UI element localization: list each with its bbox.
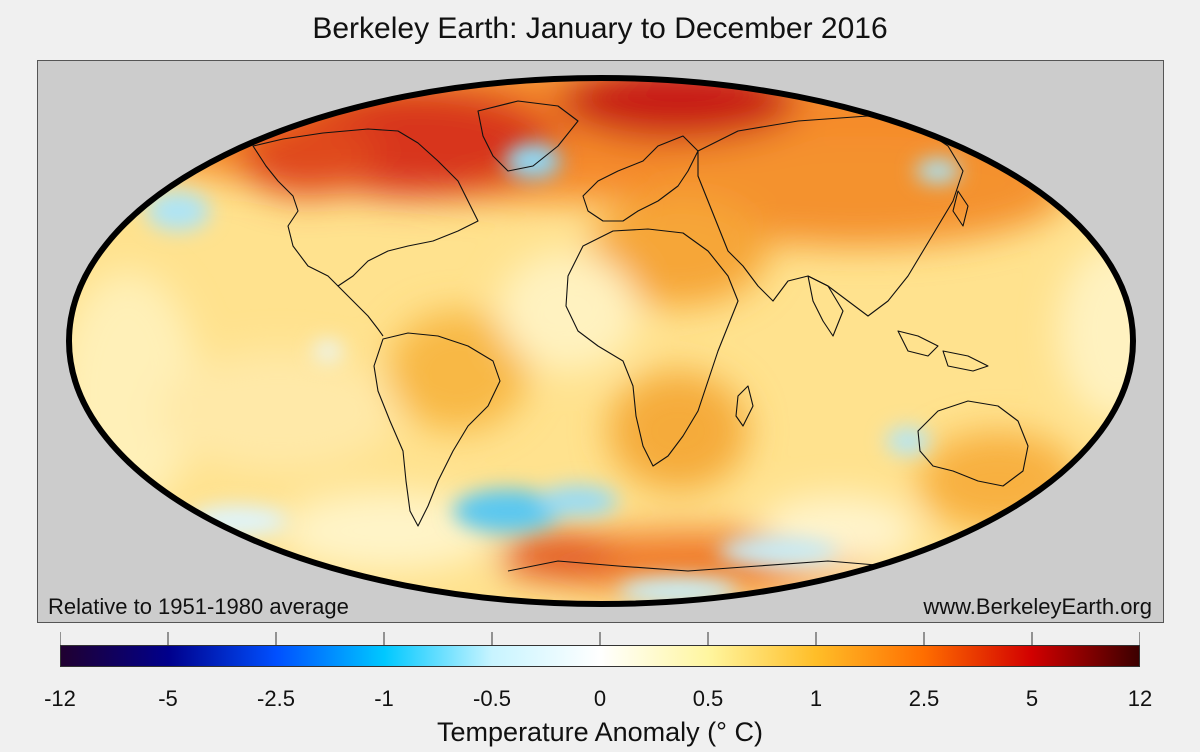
- colorbar-label: Temperature Anomaly (° C): [437, 717, 763, 747]
- baseline-note: Relative to 1951-1980 average: [48, 594, 349, 619]
- colorbar-tick-label: 1: [809, 686, 823, 711]
- colorbar-tick-label: -0.5: [473, 686, 511, 711]
- colorbar-tick-label: 5: [1025, 686, 1039, 711]
- map-frame: [37, 60, 1164, 623]
- map-title: Berkeley Earth: January to December 2016: [312, 12, 888, 45]
- colorbar-tick-labels: -12 -5 -2.5 -1 -0.5 0 0.5 1 2.5 5 12: [0, 686, 1200, 716]
- colorbar-tick-label: 12: [1127, 686, 1153, 711]
- colorbar: [60, 645, 1140, 667]
- colorbar-tick-label: 2.5: [908, 686, 940, 711]
- colorbar-ticks: [60, 632, 1140, 645]
- anomaly-field: [69, 78, 1133, 604]
- colorbar-tick-label: 0.5: [692, 686, 724, 711]
- anomaly-map: [66, 75, 1136, 607]
- globe-outline: [66, 75, 1136, 607]
- colorbar-tick-label: -1: [374, 686, 394, 711]
- source-url: www.BerkeleyEarth.org: [923, 594, 1152, 619]
- colorbar-tick-label: -5: [158, 686, 178, 711]
- colorbar-tick-label: -12: [44, 686, 76, 711]
- colorbar-tick-label: -2.5: [257, 686, 295, 711]
- colorbar-tick-label: 0: [593, 686, 607, 711]
